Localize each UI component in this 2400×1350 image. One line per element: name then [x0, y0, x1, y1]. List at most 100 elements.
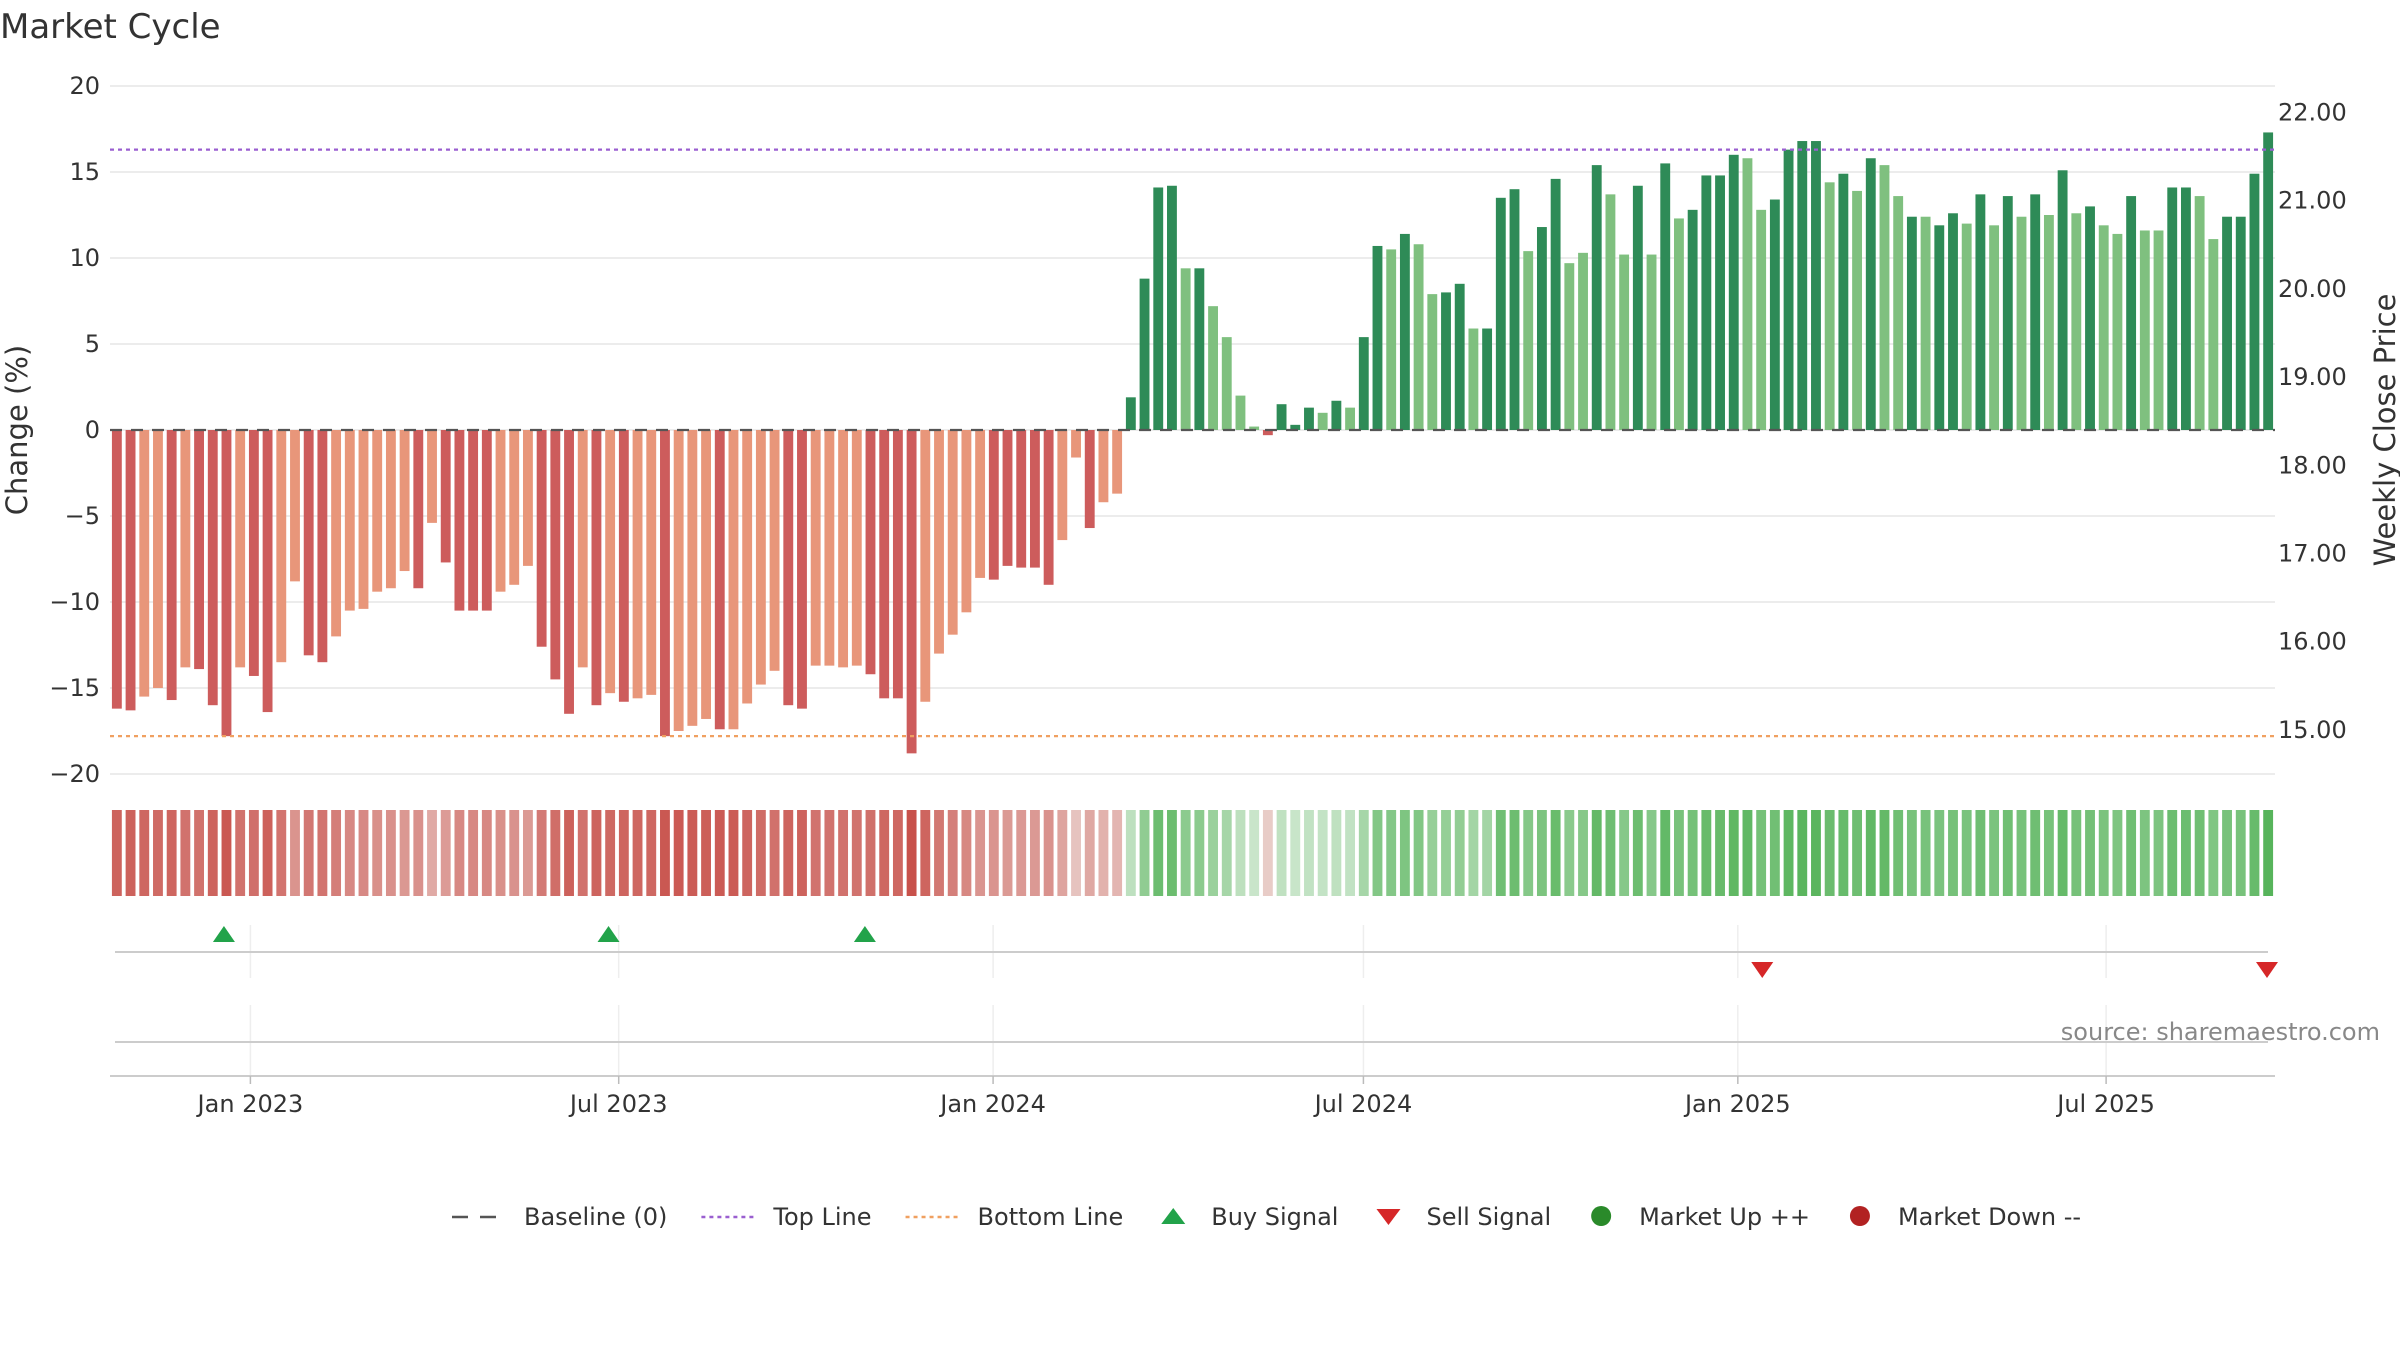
heat-cell — [1701, 810, 1712, 896]
heat-cell — [1824, 810, 1835, 896]
heat-cell — [125, 810, 136, 896]
heat-cell — [1646, 810, 1657, 896]
heat-cell — [1153, 810, 1164, 896]
heat-cell — [605, 810, 616, 896]
heat-cell — [1893, 810, 1904, 896]
bar — [591, 430, 602, 706]
bar — [1235, 395, 1246, 430]
heat-cell — [1262, 810, 1273, 896]
heat-cell — [2167, 810, 2178, 896]
bar — [2235, 216, 2246, 430]
heat-cell — [413, 810, 424, 896]
bar — [1591, 165, 1602, 430]
heat-cell — [783, 810, 794, 896]
heat-cell — [207, 810, 218, 896]
heat-cell — [440, 810, 451, 896]
heat-cell — [2098, 810, 2109, 896]
heat-cell — [290, 810, 300, 896]
bar — [1221, 337, 1232, 430]
heat-cell — [1358, 810, 1369, 896]
heat-cell — [2112, 810, 2123, 896]
bar — [2249, 173, 2260, 430]
heat-cell — [1441, 810, 1451, 896]
bar — [1893, 196, 1904, 430]
heat-cell — [1002, 810, 1013, 896]
bar — [1043, 430, 1054, 585]
heat-cell — [1811, 810, 1821, 896]
heat-cell — [2085, 810, 2095, 896]
bar — [879, 430, 890, 699]
legend-item-buy: Buy Signal — [1161, 1203, 1338, 1231]
heat-cell — [468, 810, 479, 896]
bar — [1262, 430, 1273, 436]
bar — [1523, 251, 1534, 430]
heat-cell — [975, 810, 986, 896]
bar — [317, 430, 328, 663]
bar — [1084, 430, 1095, 529]
heat-cell — [1413, 810, 1424, 896]
bar — [550, 430, 561, 680]
bar — [2126, 196, 2137, 430]
bar — [755, 430, 766, 685]
bar — [618, 430, 629, 702]
heat-cell — [2222, 810, 2232, 896]
bar — [824, 430, 835, 666]
heat-cell — [1167, 810, 1177, 896]
y-tick-label: −5 — [65, 502, 100, 530]
bar — [276, 430, 287, 663]
x-tick-label: Jul 2025 — [2055, 1090, 2155, 1118]
heat-cell — [1632, 810, 1643, 896]
heat-cell — [2002, 810, 2013, 896]
heat-cell — [2249, 810, 2260, 896]
heat-cell — [646, 810, 657, 896]
heat-cell — [851, 810, 862, 896]
bar — [303, 430, 314, 656]
heat-cell — [1276, 810, 1287, 896]
bar — [166, 430, 177, 701]
x-axis: Jan 2023 Jul 2023 Jan 2024 Jul 2024 Jan 2025… — [110, 1075, 2275, 1118]
legend-swatch — [1161, 1208, 1186, 1224]
heat-cell — [824, 810, 835, 896]
bar — [934, 430, 944, 654]
bar — [1399, 233, 1410, 430]
bar — [988, 430, 999, 580]
heat-cell — [1728, 810, 1739, 896]
heat-cell — [1852, 810, 1863, 896]
heat-cell — [2208, 810, 2219, 896]
bar — [783, 430, 794, 706]
heat-cell — [988, 810, 999, 896]
y-tick-label-right: 21.00 — [2278, 187, 2347, 215]
heat-cell — [1797, 810, 1808, 896]
bar — [413, 430, 424, 589]
heat-cell — [1879, 810, 1890, 896]
heat-cell — [577, 810, 588, 896]
bar — [427, 430, 437, 523]
bar — [577, 430, 588, 668]
heat-cell — [1029, 810, 1040, 896]
bar — [1605, 194, 1616, 430]
signal-panel — [115, 925, 2278, 978]
bar — [1509, 189, 1520, 430]
bar — [180, 430, 191, 668]
legend-label: Sell Signal — [1426, 1203, 1551, 1231]
bar — [139, 430, 150, 697]
bar — [1701, 175, 1712, 430]
bar — [358, 430, 369, 609]
y-tick-label: −20 — [49, 760, 100, 788]
heat-cell — [2181, 810, 2191, 896]
bar — [1167, 185, 1177, 430]
heat-cell — [961, 810, 972, 896]
bar — [2098, 225, 2109, 430]
bar — [1317, 412, 1328, 430]
heat-cell — [660, 810, 670, 896]
bar — [851, 430, 862, 666]
heat-cell — [276, 810, 287, 896]
bar — [385, 430, 396, 589]
x-tick-label: Jul 2024 — [1313, 1090, 1413, 1118]
heat-cell — [742, 810, 753, 896]
heat-cell — [879, 810, 890, 896]
heat-cell — [180, 810, 191, 896]
heat-cell — [1523, 810, 1534, 896]
heat-cell — [1742, 810, 1753, 896]
